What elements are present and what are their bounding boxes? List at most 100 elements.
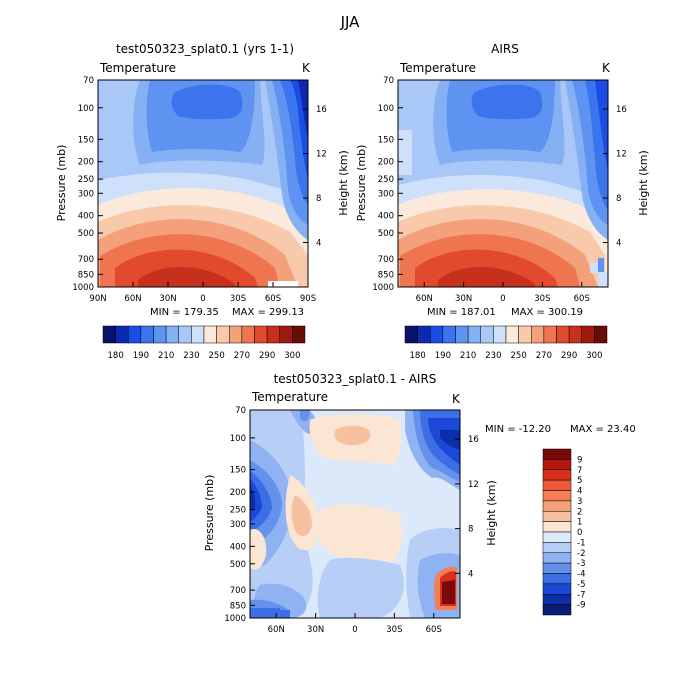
colorbar-segment [178, 325, 192, 344]
colorbar-label: 4 [577, 487, 582, 497]
colorbar-segment [279, 325, 293, 344]
x-tick-label: 30N [159, 294, 176, 304]
y-tick-label: 200 [78, 158, 94, 168]
x-tick-label: 90N [89, 294, 106, 304]
max-label: MAX = 23.40 [570, 424, 636, 435]
colorbar-segment [455, 325, 469, 344]
colorbar-label: -7 [577, 590, 585, 600]
colorbar-segment [594, 325, 608, 344]
y-tick-label: 250 [230, 506, 246, 516]
colorbar-segment [556, 325, 570, 344]
contour-field [398, 80, 608, 287]
colorbar-segment [542, 583, 572, 595]
height-tick-label: 4 [316, 239, 321, 249]
colorbar-label: 2 [577, 507, 582, 517]
field-label: Temperature [99, 61, 176, 75]
height-tick-label: 12 [468, 480, 479, 490]
colorbar-segment [531, 325, 545, 344]
y-tick-label: 70 [83, 76, 94, 86]
colorbar-segment [216, 325, 230, 344]
y-tick-label: 250 [78, 175, 94, 185]
y-axis-label: Pressure (mb) [203, 475, 216, 552]
colorbar-segment [254, 325, 268, 344]
colorbar-label: -3 [577, 559, 585, 569]
colorbar-segment [542, 490, 572, 502]
y-tick-label: 300 [230, 520, 246, 530]
colorbar-label: 0 [577, 528, 582, 538]
colorbar-segment [568, 325, 582, 344]
min-label: MIN = 187.01 [427, 307, 496, 318]
colorbar-label: 300 [284, 351, 300, 361]
y-tick-label: 200 [378, 158, 394, 168]
y-axis-label: Pressure (mb) [55, 145, 68, 222]
units-label: K [452, 392, 461, 406]
colorbar-label: 210 [460, 351, 476, 361]
x-tick-label: 30S [534, 294, 550, 304]
field-label: Temperature [399, 61, 476, 75]
y-tick-label: 500 [78, 229, 94, 239]
y-tick-label: 100 [378, 104, 394, 114]
y-tick-label: 1000 [372, 283, 394, 293]
y-tick-label: 150 [378, 135, 394, 145]
model-temperature-panel: test050323_splat0.1 (yrs 1-1) Temperatur… [55, 42, 350, 318]
x-tick-label: 60S [426, 625, 442, 635]
panel-title: AIRS [491, 42, 519, 56]
y-tick-label: 400 [378, 212, 394, 222]
colorbar-segment [543, 325, 557, 344]
height-tick-label: 16 [316, 105, 327, 115]
height-tick-label: 8 [468, 525, 473, 535]
contour-field [98, 80, 308, 287]
colorbar-segment [467, 325, 481, 344]
height-tick-label: 8 [316, 194, 321, 204]
colorbar-label: 290 [259, 351, 275, 361]
y-axis-label: Pressure (mb) [355, 145, 368, 222]
colorbar-segment [542, 552, 572, 564]
y-tick-label: 70 [383, 76, 394, 86]
colorbar-segment [542, 542, 572, 553]
units-label: K [302, 61, 311, 75]
colorbar-label: 9 [577, 455, 582, 465]
y-tick-label: 300 [378, 189, 394, 199]
airs-temperature-panel: AIRS Temperature K Pressure (mb) [355, 42, 650, 318]
colorbar-label: 190 [435, 351, 451, 361]
difference-panel: test050323_splat0.1 - AIRS Temperature K [203, 372, 636, 635]
units-label: K [602, 61, 611, 75]
colorbar-label: 270 [536, 351, 552, 361]
colorbar-segment [430, 325, 444, 344]
x-tick-label: 30N [307, 625, 324, 635]
contour-field [250, 410, 460, 618]
colorbar-segment [102, 325, 116, 344]
colorbar-segment [115, 325, 129, 344]
colorbars: 180 190 210 230 250 270 290 300 180 190 210 230 250 2… [102, 325, 608, 616]
colorbar-segment [542, 459, 572, 470]
x-tick-label: 60N [416, 294, 433, 304]
y-tick-label: 200 [230, 488, 246, 498]
colorbar-segment [153, 325, 167, 344]
colorbar-segment [505, 325, 519, 344]
colorbar-label: 5 [577, 476, 582, 486]
colorbar-label: 290 [561, 351, 577, 361]
height-tick-label: 12 [616, 150, 627, 160]
colorbar-label: 3 [577, 497, 582, 507]
colorbar-segment [292, 325, 306, 344]
y-tick-label: 100 [230, 434, 246, 444]
panel-title: test050323_splat0.1 (yrs 1-1) [116, 42, 294, 56]
colorbar-segment [404, 325, 418, 344]
x-tick-label: 60N [268, 625, 285, 635]
colorbar-segment [518, 325, 532, 344]
colorbar-segment [542, 500, 572, 512]
colorbar-segment [203, 325, 217, 344]
x-tick-label: 30S [386, 625, 402, 635]
y-tick-label: 70 [235, 406, 246, 416]
y-tick-label: 850 [230, 601, 246, 611]
colorbar-label: 300 [586, 351, 602, 361]
colorbar-label: -2 [577, 549, 585, 559]
min-label: MIN = 179.35 [150, 307, 219, 318]
colorbar-label: 7 [577, 466, 582, 476]
y-tick-label: 700 [78, 255, 94, 265]
x-tick-label: 90S [300, 294, 316, 304]
min-label: MIN = -12.20 [485, 424, 551, 435]
height-tick-label: 12 [316, 150, 327, 160]
colorbar-label: 180 [108, 351, 124, 361]
colorbar-segment [542, 573, 572, 585]
